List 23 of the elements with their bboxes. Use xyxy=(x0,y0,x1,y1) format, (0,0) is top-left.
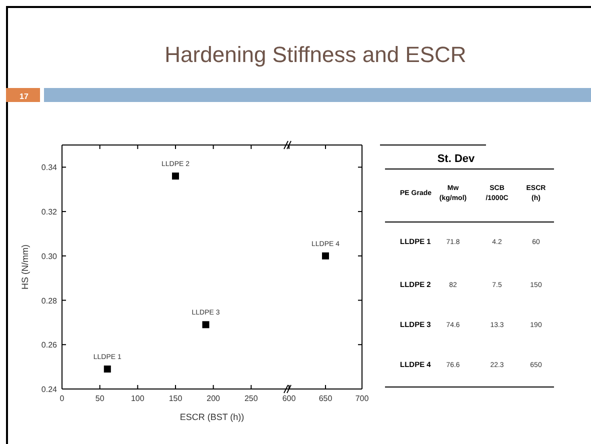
y-tick-label: 0.24 xyxy=(41,385,58,394)
x-tick-label: 200 xyxy=(206,394,221,403)
x-tick-label: 150 xyxy=(168,394,183,403)
point xyxy=(202,321,210,328)
x-tick-label: 50 xyxy=(95,394,105,403)
x-tick-label: 0 xyxy=(60,394,65,403)
x-tick-label: 100 xyxy=(130,394,145,403)
x-tick-label: 700 xyxy=(355,394,370,403)
y-tick-label: 0.26 xyxy=(41,340,58,350)
y-tick-label: 0.28 xyxy=(41,296,58,306)
chart-title: Hardening Stiffness and ESCR xyxy=(164,42,466,67)
point xyxy=(104,366,111,373)
x-tick-label: 650 xyxy=(318,394,333,403)
text: St. Dev xyxy=(437,153,476,165)
x-axis-title: ESCR (BST (h)) xyxy=(180,412,244,422)
y-tick-label: 0.34 xyxy=(41,163,58,172)
y-tick-label: 0.32 xyxy=(41,208,58,217)
y-axis-title: HS (N/mm) xyxy=(20,244,30,290)
point xyxy=(172,172,179,180)
x-tick-label: 600 xyxy=(282,394,296,403)
y-tick-label: 0.30 xyxy=(41,252,58,261)
text: 17 xyxy=(20,92,29,101)
x-tick-label: 250 xyxy=(244,394,258,403)
